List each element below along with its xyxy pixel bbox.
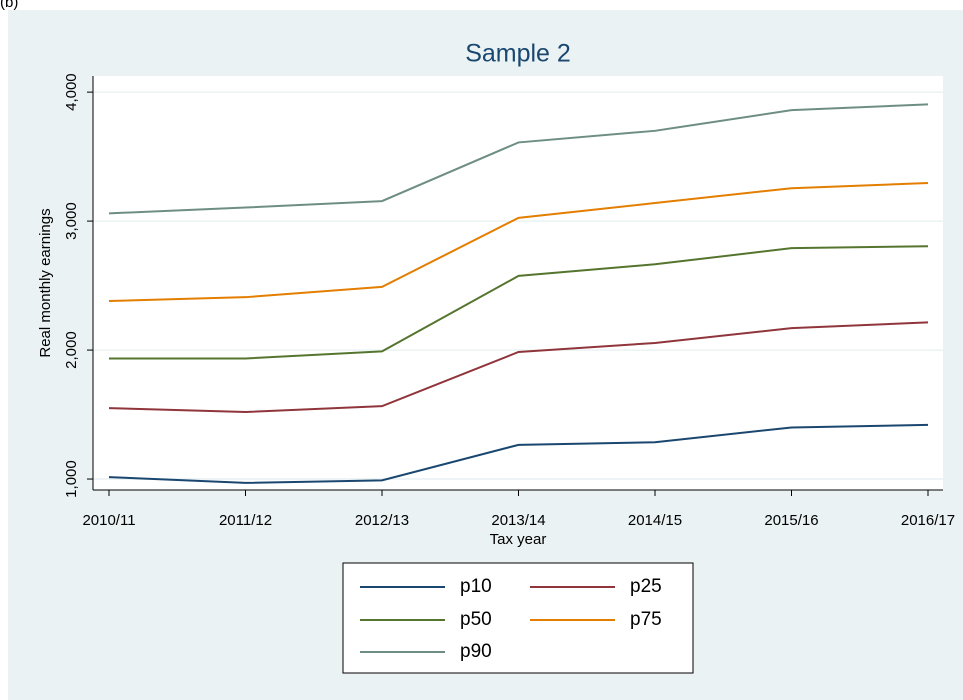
panel-label: (b) [0,0,18,11]
x-axis-label: Tax year [490,531,547,548]
plot-area [93,76,943,490]
series-line [109,245,929,360]
legend-label: p25 [630,576,662,597]
legend [342,562,694,674]
y-tick-label: 4,000 [63,73,80,111]
legend-label: p75 [630,609,662,630]
y-tick-label: 2,000 [63,331,80,369]
y-tick-label: 3,000 [63,202,80,240]
series-line [108,321,929,413]
legend-label: p90 [460,641,492,662]
x-tick-label: 2010/11 [82,512,135,529]
series-line [108,182,929,303]
x-tick-label: 2015/16 [764,512,818,529]
legend-label: p50 [460,609,492,630]
x-tick-label: 2012/13 [355,512,409,529]
x-tick-label: 2016/17 [901,512,955,529]
x-tick-label: 2011/12 [219,512,272,529]
y-axis-label: Real monthly earnings [37,208,54,357]
x-tick-label: 2014/15 [628,512,682,529]
chart-title: Sample 2 [465,40,571,68]
y-tick-label: 1,000 [63,460,80,498]
series-line [108,423,929,484]
legend-label: p10 [460,576,492,597]
x-tick-label: 2013/14 [491,512,545,529]
series-line [108,103,929,215]
